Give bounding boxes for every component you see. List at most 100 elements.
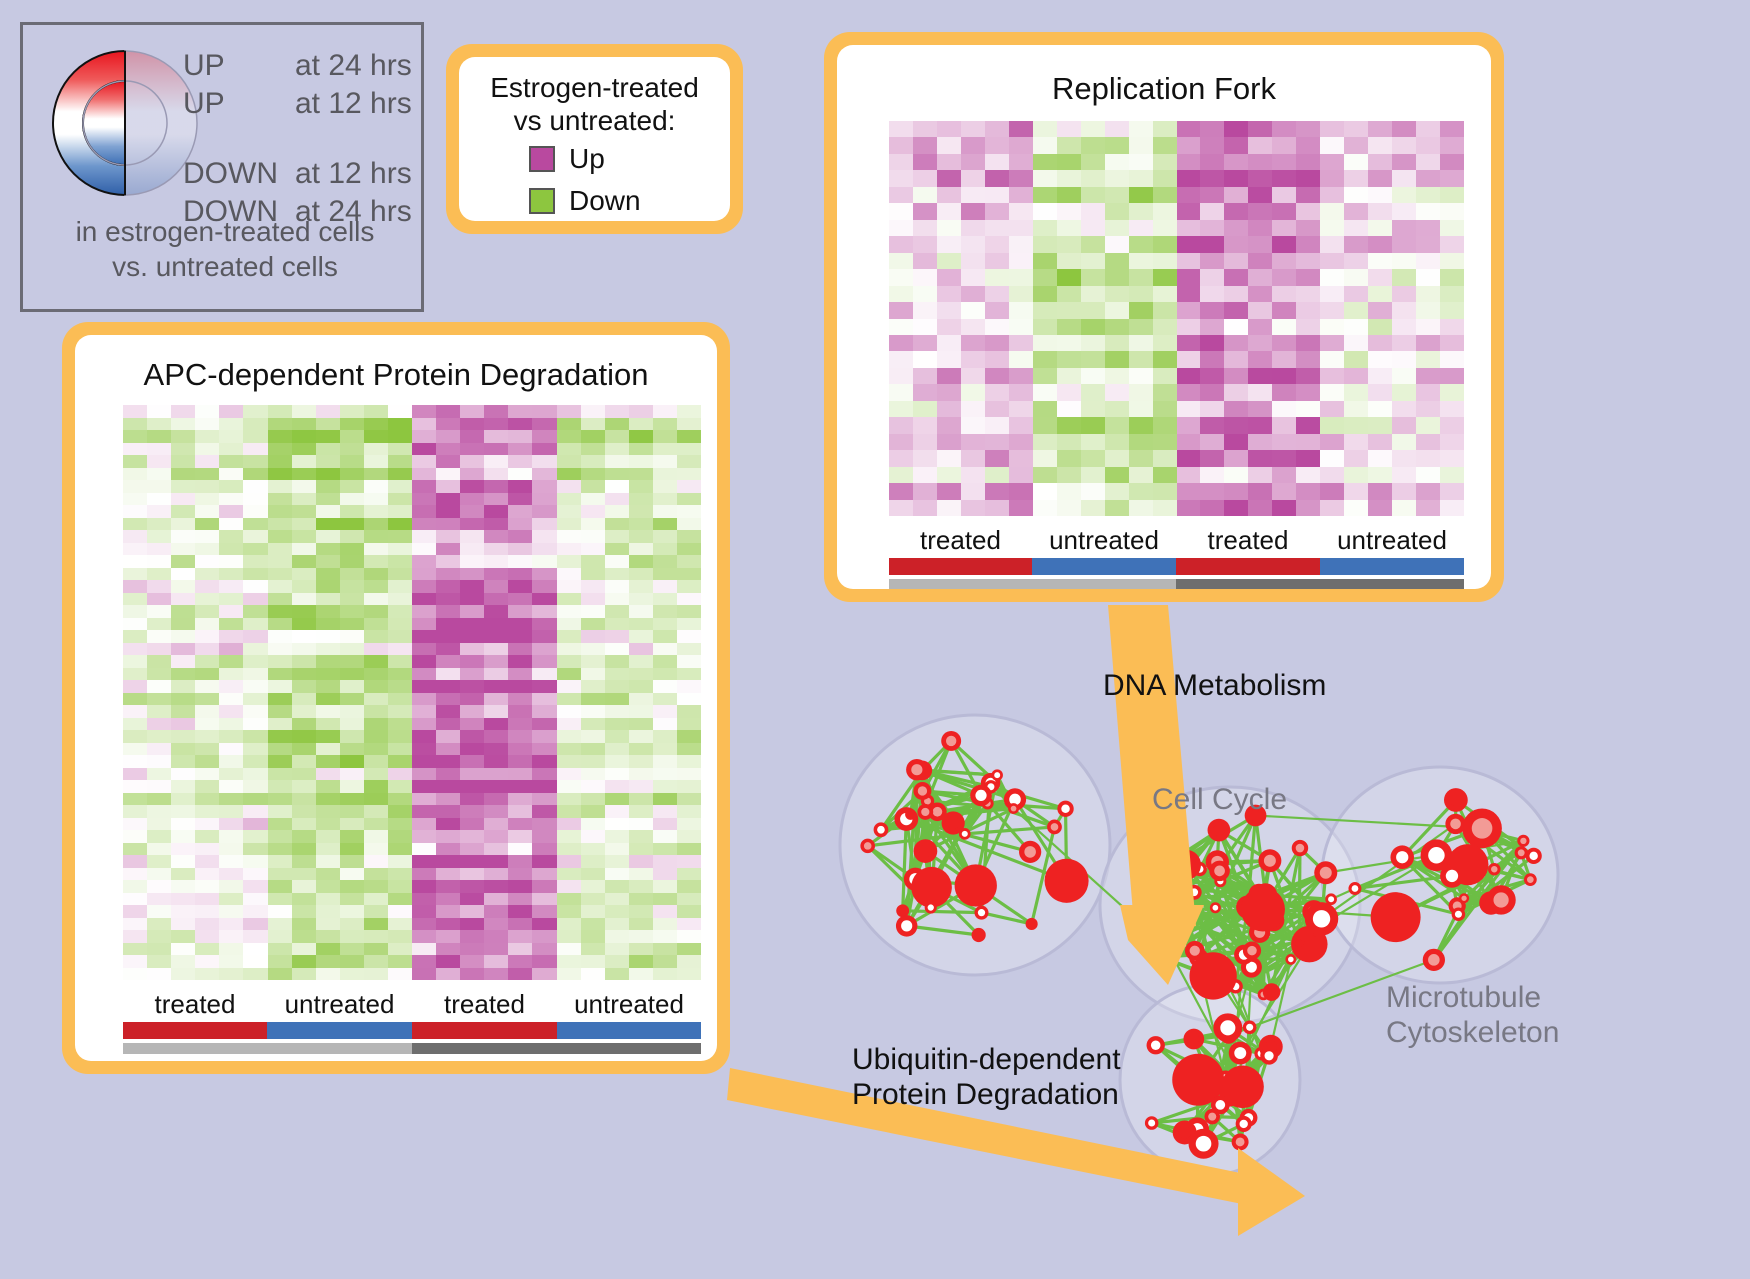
network-node-core bbox=[1208, 1112, 1217, 1121]
network-node-core bbox=[863, 842, 872, 850]
network-node[interactable] bbox=[1370, 892, 1421, 943]
legend-row-up-24: UP at 24 hrs bbox=[183, 49, 423, 87]
network-node[interactable] bbox=[1240, 887, 1285, 932]
network-node-core bbox=[1213, 824, 1225, 836]
cluster-label-ubiquitin: Ubiquitin-dependent Protein Degradation bbox=[852, 1042, 1121, 1113]
network-node-core bbox=[1061, 804, 1070, 814]
network-node-core bbox=[1190, 888, 1199, 897]
network-node-core bbox=[1517, 849, 1525, 857]
legend-row-up-12: UP at 12 hrs bbox=[183, 87, 423, 125]
time-bar-24hrs bbox=[412, 1043, 701, 1054]
legend-value: at 12 hrs bbox=[295, 157, 412, 190]
network-node-core bbox=[1264, 1051, 1274, 1061]
condition-bar-treated-12 bbox=[123, 1022, 267, 1039]
network-node[interactable] bbox=[911, 866, 952, 908]
ubiquitin-line-1: Ubiquitin-dependent bbox=[852, 1043, 1121, 1076]
column-label-treated-24: treated bbox=[1207, 525, 1289, 555]
network-node-core bbox=[1296, 938, 1302, 945]
page-title: APC-dependent Protein Degradation bbox=[143, 357, 649, 392]
network-node-core bbox=[1234, 1047, 1247, 1060]
network-node-core bbox=[1150, 1040, 1161, 1051]
expression-legend-panel: Estrogen-treated vs untreated: Up Down bbox=[446, 44, 743, 234]
legend-key: UP bbox=[183, 49, 225, 82]
legend-item-down: Down bbox=[529, 185, 641, 217]
time-bar-12hrs bbox=[123, 1043, 412, 1054]
cluster-label-microtubule: Microtubule Cytoskeleton bbox=[1386, 980, 1560, 1051]
network-node[interactable] bbox=[954, 864, 997, 907]
colorwheel-caption: in estrogen-treated cells vs. untreated … bbox=[23, 215, 427, 284]
network-node-core bbox=[1471, 818, 1493, 839]
column-label-untreated-12: untreated bbox=[1049, 525, 1159, 555]
network-node-core bbox=[1263, 854, 1276, 867]
network-node-core bbox=[947, 816, 960, 830]
network-node-core bbox=[1454, 910, 1462, 918]
network-node-core bbox=[1009, 793, 1021, 806]
network-node-core bbox=[1010, 805, 1017, 812]
network-node-core bbox=[1220, 1020, 1236, 1036]
network-node-core bbox=[1188, 1033, 1200, 1045]
network-node-core bbox=[1461, 895, 1467, 901]
network-node-core bbox=[1178, 1126, 1191, 1139]
network-node-core bbox=[1239, 1119, 1248, 1129]
condition-bar-untreated-24 bbox=[1320, 558, 1464, 575]
network-node-core bbox=[1449, 793, 1463, 807]
apc-panel: APC-dependent Protein Degradation treate… bbox=[62, 322, 730, 1074]
legend-row-down-24: DOWN at 24 hrs bbox=[183, 195, 423, 233]
network-node-core bbox=[1162, 862, 1174, 874]
legend-key: DOWN bbox=[183, 157, 278, 190]
legend-item-up: Up bbox=[529, 143, 605, 175]
microtubule-line-2: Cytoskeleton bbox=[1386, 1016, 1560, 1050]
network-node-core bbox=[1235, 1137, 1245, 1147]
down-color-swatch bbox=[529, 188, 555, 214]
caption-line-2: vs. untreated cells bbox=[112, 250, 338, 282]
network-node-core bbox=[1299, 934, 1319, 954]
network-node-core bbox=[1249, 809, 1262, 822]
cluster-label-cell-cycle: Cell Cycle bbox=[1152, 783, 1288, 816]
network-node-core bbox=[877, 825, 885, 834]
replication-fork-heatmap bbox=[889, 121, 1464, 516]
network-node-core bbox=[917, 786, 928, 796]
apc-panel-inner: APC-dependent Protein Degradation treate… bbox=[75, 335, 717, 1061]
network-node-core bbox=[919, 844, 932, 858]
network-node-core bbox=[1526, 876, 1534, 883]
network-node-core bbox=[1178, 856, 1194, 873]
legend-value: at 24 hrs bbox=[295, 49, 412, 82]
network-node-core bbox=[975, 789, 987, 802]
colorwheel-icon bbox=[49, 47, 201, 199]
network-node-core bbox=[1247, 945, 1257, 956]
network-node-core bbox=[1158, 892, 1170, 904]
column-label-untreated-12: untreated bbox=[284, 989, 395, 1019]
time-label-12hrs: 12 hrs bbox=[123, 1060, 412, 1061]
up-color-swatch bbox=[529, 146, 555, 172]
network-node-core bbox=[1165, 911, 1175, 922]
network-node-core bbox=[1428, 954, 1440, 966]
page-title: Replication Fork bbox=[1052, 71, 1276, 106]
network-node-core bbox=[901, 920, 913, 932]
network-node-core bbox=[961, 830, 968, 837]
network-node-core bbox=[1312, 910, 1331, 928]
network-node-core bbox=[994, 772, 1001, 779]
network-node-core bbox=[1024, 846, 1036, 858]
network-node-core bbox=[1328, 896, 1335, 903]
network-node-core bbox=[945, 735, 957, 747]
legend-key: DOWN bbox=[183, 195, 278, 228]
network-node-core bbox=[1148, 1119, 1156, 1127]
network-node[interactable] bbox=[1044, 858, 1089, 903]
network-node-core bbox=[924, 797, 931, 805]
condition-bar-untreated-24 bbox=[557, 1022, 701, 1039]
network-node-core bbox=[1212, 904, 1219, 911]
network-node-core bbox=[1214, 865, 1225, 877]
network-node-core bbox=[1028, 920, 1035, 928]
column-label-untreated-24: untreated bbox=[1337, 525, 1447, 555]
apc-heatmap bbox=[123, 405, 701, 980]
column-label-untreated-24: untreated bbox=[574, 989, 684, 1019]
network-node-core bbox=[1491, 865, 1498, 873]
network-node-core bbox=[1181, 902, 1188, 910]
condition-bar-untreated-12 bbox=[267, 1022, 412, 1039]
microtubule-line-1: Microtubule bbox=[1386, 981, 1542, 1014]
legend-value: at 12 hrs bbox=[295, 87, 412, 120]
replication-fork-panel: Replication Fork treated untreated treat… bbox=[824, 32, 1504, 602]
network-node-core bbox=[1319, 866, 1332, 879]
network-node-core bbox=[1450, 818, 1461, 830]
network-node-core bbox=[1159, 936, 1171, 949]
